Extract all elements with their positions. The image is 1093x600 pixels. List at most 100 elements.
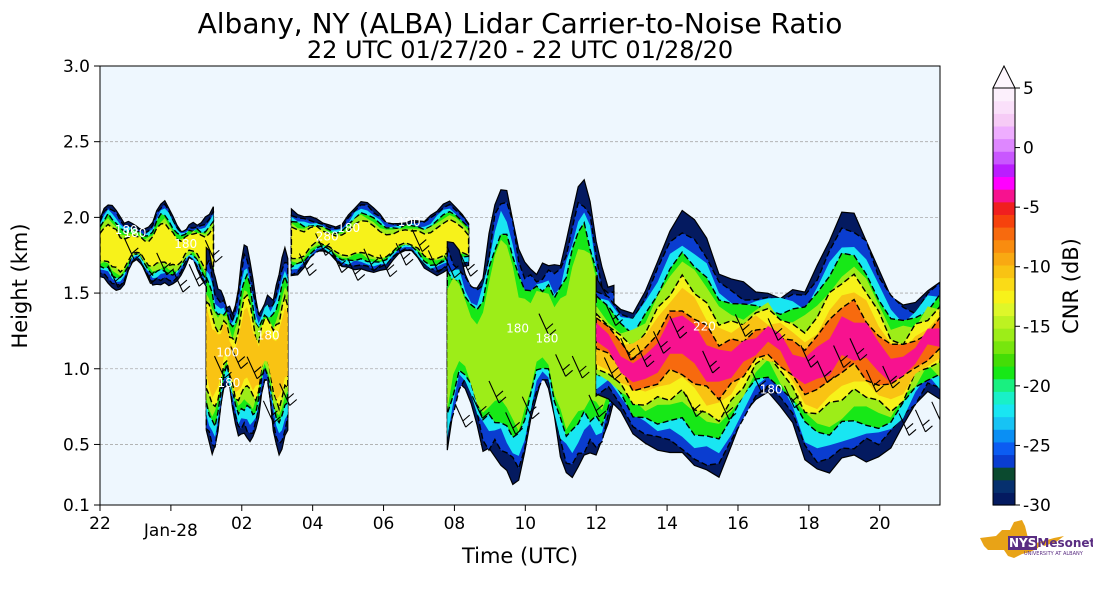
wind-barb xyxy=(140,261,158,285)
logo-subtext: UNIVERSITY AT ALBANY xyxy=(1024,551,1083,557)
colorbar-swatch xyxy=(993,227,1015,241)
wind-barb xyxy=(521,396,540,420)
cnr-field xyxy=(100,178,940,486)
wind-barb xyxy=(555,354,573,377)
logo-wordmark: NYSMesonet xyxy=(1008,536,1093,550)
colorbar-swatch xyxy=(993,277,1015,291)
contour-label: 180 xyxy=(257,329,280,343)
wind-barb xyxy=(898,413,917,436)
wind-barb xyxy=(427,250,446,273)
x-tick-label: 08 xyxy=(444,514,466,534)
colorbar-swatch xyxy=(993,467,1015,481)
wind-barb xyxy=(443,255,462,279)
wind-barb xyxy=(123,237,142,261)
wind-barb xyxy=(411,229,430,252)
chart-title: Albany, NY (ALBA) Lidar Carrier-to-Noise… xyxy=(198,7,843,40)
colorbar-swatch xyxy=(993,441,1015,456)
colorbar-swatch xyxy=(993,189,1015,203)
contour-label: 180 xyxy=(337,221,360,235)
colorbar-swatch xyxy=(993,492,1015,506)
wind-barb xyxy=(914,409,933,433)
wind-barb xyxy=(188,263,207,287)
colorbar-swatch xyxy=(993,151,1015,165)
wind-barb xyxy=(204,240,223,263)
y-axis: 0.1 0.5 1.0 1.5 2.0 2.5 3.0 xyxy=(63,57,100,516)
colorbar-swatch xyxy=(993,176,1015,190)
colorbar-tick-label: -30 xyxy=(1023,496,1051,516)
wind-barb xyxy=(213,355,232,379)
contour-label: 180 xyxy=(760,383,783,397)
wind-barb xyxy=(455,404,474,428)
x-tick-label: 04 xyxy=(302,514,324,534)
colorbar: 5 0 -5 -10 -15 -20 -25 -30 xyxy=(992,64,1051,516)
contour-label: 220 xyxy=(693,320,716,334)
cnr-contour-band xyxy=(100,222,215,274)
wind-barb xyxy=(603,357,622,380)
contour-label: 100 xyxy=(216,345,239,359)
wind-barb xyxy=(849,338,868,361)
x-tick-label: 14 xyxy=(656,514,678,534)
colorbar-swatch xyxy=(993,302,1015,317)
contour-label: 180 xyxy=(174,237,197,251)
wind-barb xyxy=(107,265,126,288)
cnr-contour-band xyxy=(447,239,614,432)
x-axis-label: Time (UTC) xyxy=(461,544,578,568)
wind-barb xyxy=(172,269,191,293)
colorbar-swatch xyxy=(993,378,1015,392)
wind-barb xyxy=(347,258,366,281)
colorbar-swatch xyxy=(993,328,1015,342)
colorbar-tick-label: -25 xyxy=(1023,436,1051,456)
plot-frame xyxy=(99,65,941,506)
colorbar-swatch xyxy=(993,252,1015,266)
x-tick-label: 18 xyxy=(798,514,820,534)
colorbar-tick-label: -20 xyxy=(1023,377,1051,397)
colorbar-swatch xyxy=(993,416,1015,430)
colorbar-tick-label: 5 xyxy=(1023,79,1034,99)
contour-label: 180 xyxy=(124,226,147,240)
wind-barb xyxy=(882,365,901,389)
wind-barb xyxy=(653,331,671,354)
colorbar-swatch xyxy=(993,239,1015,253)
colorbar-swatch xyxy=(993,403,1015,418)
wind-barb xyxy=(246,356,265,380)
colorbar-swatch xyxy=(993,214,1015,228)
contour-label: 180 xyxy=(536,331,559,345)
wind-barb xyxy=(605,303,623,326)
colorbar-extend-arrow xyxy=(992,64,1016,89)
nys-mesonet-logo: NYSMesonet UNIVERSITY AT ALBANY xyxy=(978,518,1093,568)
colorbar-label: CNR (dB) xyxy=(1059,238,1083,334)
colorbar-swatch xyxy=(993,201,1015,215)
wind-barb xyxy=(262,400,281,424)
wind-barb xyxy=(395,242,414,266)
wind-barb xyxy=(538,313,557,337)
colorbar-swatch xyxy=(993,290,1015,304)
colorbar-swatch xyxy=(993,315,1015,329)
wind-barb xyxy=(620,337,639,361)
y-tick-label: 1.0 xyxy=(63,360,90,380)
x-tick-label: 02 xyxy=(231,514,253,534)
colorbar-swatch xyxy=(993,366,1015,380)
y-tick-label: 3.0 xyxy=(63,57,90,77)
wind-barb xyxy=(685,394,704,418)
wind-barb xyxy=(315,233,333,256)
x-tick-label: 12 xyxy=(585,514,607,534)
wind-barb xyxy=(734,314,753,337)
wind-barb xyxy=(800,345,819,368)
y-tick-label: 2.5 xyxy=(63,133,90,153)
colorbar-swatch xyxy=(993,100,1015,114)
colorbar-tick-label: 0 xyxy=(1023,139,1034,159)
colorbar-swatch xyxy=(993,125,1015,140)
wind-barb xyxy=(767,318,786,341)
wind-barb xyxy=(298,253,317,276)
wind-barb xyxy=(702,350,720,374)
wind-barb xyxy=(636,344,655,368)
colorbar-swatch xyxy=(993,88,1015,102)
wind-barb xyxy=(156,252,175,276)
colorbar-tick-label: -15 xyxy=(1023,317,1051,337)
colorbar-swatch xyxy=(993,264,1015,279)
colorbar-frame xyxy=(992,88,1016,506)
colorbar-swatch xyxy=(993,163,1015,178)
contour-label: 100 xyxy=(398,215,421,229)
colorbar-swatch xyxy=(993,138,1015,152)
